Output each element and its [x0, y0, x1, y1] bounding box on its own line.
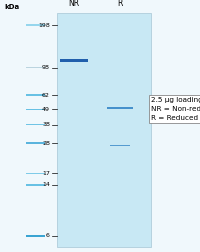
Text: 2.5 μg loading
NR = Non-reduced
R = Reduced: 2.5 μg loading NR = Non-reduced R = Redu…: [151, 97, 200, 121]
Text: 62: 62: [42, 93, 50, 98]
Bar: [26, 124, 44, 125]
Bar: [110, 145, 130, 146]
Bar: [26, 109, 44, 110]
Text: 49: 49: [42, 107, 50, 112]
Text: 98: 98: [42, 65, 50, 70]
Bar: [60, 59, 88, 62]
Text: 6: 6: [46, 233, 50, 238]
Bar: [26, 67, 44, 68]
Text: kDa: kDa: [4, 4, 19, 10]
Text: 28: 28: [42, 141, 50, 146]
Bar: [26, 184, 44, 186]
Bar: [26, 24, 44, 26]
Bar: [26, 142, 44, 144]
Text: 14: 14: [42, 182, 50, 187]
Bar: [57, 13, 151, 247]
Bar: [26, 235, 44, 237]
Text: 198: 198: [38, 23, 50, 28]
Bar: [107, 107, 133, 109]
Bar: [26, 173, 44, 174]
Text: NR: NR: [68, 0, 80, 8]
Text: 38: 38: [42, 122, 50, 127]
Text: R: R: [117, 0, 123, 8]
Bar: [26, 94, 44, 96]
Text: 17: 17: [42, 171, 50, 176]
